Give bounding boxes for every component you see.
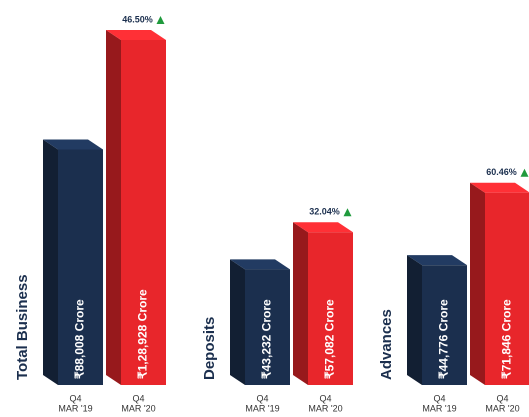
bar-side: [43, 139, 58, 385]
growth-label: 46.50%: [122, 14, 153, 24]
x-tick-label: Q4: [433, 393, 445, 403]
bar-side: [470, 182, 485, 385]
value-label: ₹1,28,928 Crore: [136, 289, 150, 379]
bar: [58, 149, 103, 385]
growth-arrow: [343, 208, 352, 217]
x-tick-label: MAR '20: [121, 403, 155, 413]
x-tick-label: Q4: [69, 393, 81, 403]
bar: [308, 232, 353, 385]
x-tick-label: Q4: [319, 393, 331, 403]
bar: [485, 192, 529, 385]
bar-side: [106, 30, 121, 385]
x-tick-label: MAR '19: [422, 403, 456, 413]
value-label: ₹44,776 Crore: [437, 299, 451, 379]
x-tick-label: MAR '20: [485, 403, 519, 413]
bar-top: [230, 259, 290, 270]
value-label: ₹71,846 Crore: [500, 299, 514, 379]
panel-title: Deposits: [201, 317, 218, 380]
x-tick-label: MAR '19: [245, 403, 279, 413]
bar-top: [470, 182, 529, 193]
bar: [245, 269, 290, 385]
value-label: ₹43,232 Crore: [260, 299, 274, 379]
bar-side: [407, 255, 422, 385]
panel-title: Advances: [378, 309, 395, 380]
x-tick-label: MAR '19: [58, 403, 92, 413]
bar-top: [106, 30, 166, 40]
bar-side: [230, 259, 245, 385]
panel-title: Total Business: [14, 274, 31, 380]
bar-top: [293, 222, 353, 233]
x-tick-label: Q4: [256, 393, 268, 403]
growth-label: 60.46%: [486, 167, 517, 177]
bar-top: [407, 255, 467, 266]
growth-label: 32.04%: [309, 207, 340, 217]
bar: [422, 265, 467, 385]
bar-top: [43, 139, 103, 150]
value-label: ₹88,008 Crore: [73, 299, 87, 379]
bar: [121, 40, 166, 385]
x-tick-label: Q4: [496, 393, 508, 403]
growth-arrow: [156, 16, 165, 24]
x-tick-label: Q4: [132, 393, 144, 403]
value-label: ₹57,082 Crore: [323, 299, 337, 379]
x-tick-label: MAR '20: [308, 403, 342, 413]
growth-arrow: [520, 168, 529, 177]
bar-side: [293, 222, 308, 385]
